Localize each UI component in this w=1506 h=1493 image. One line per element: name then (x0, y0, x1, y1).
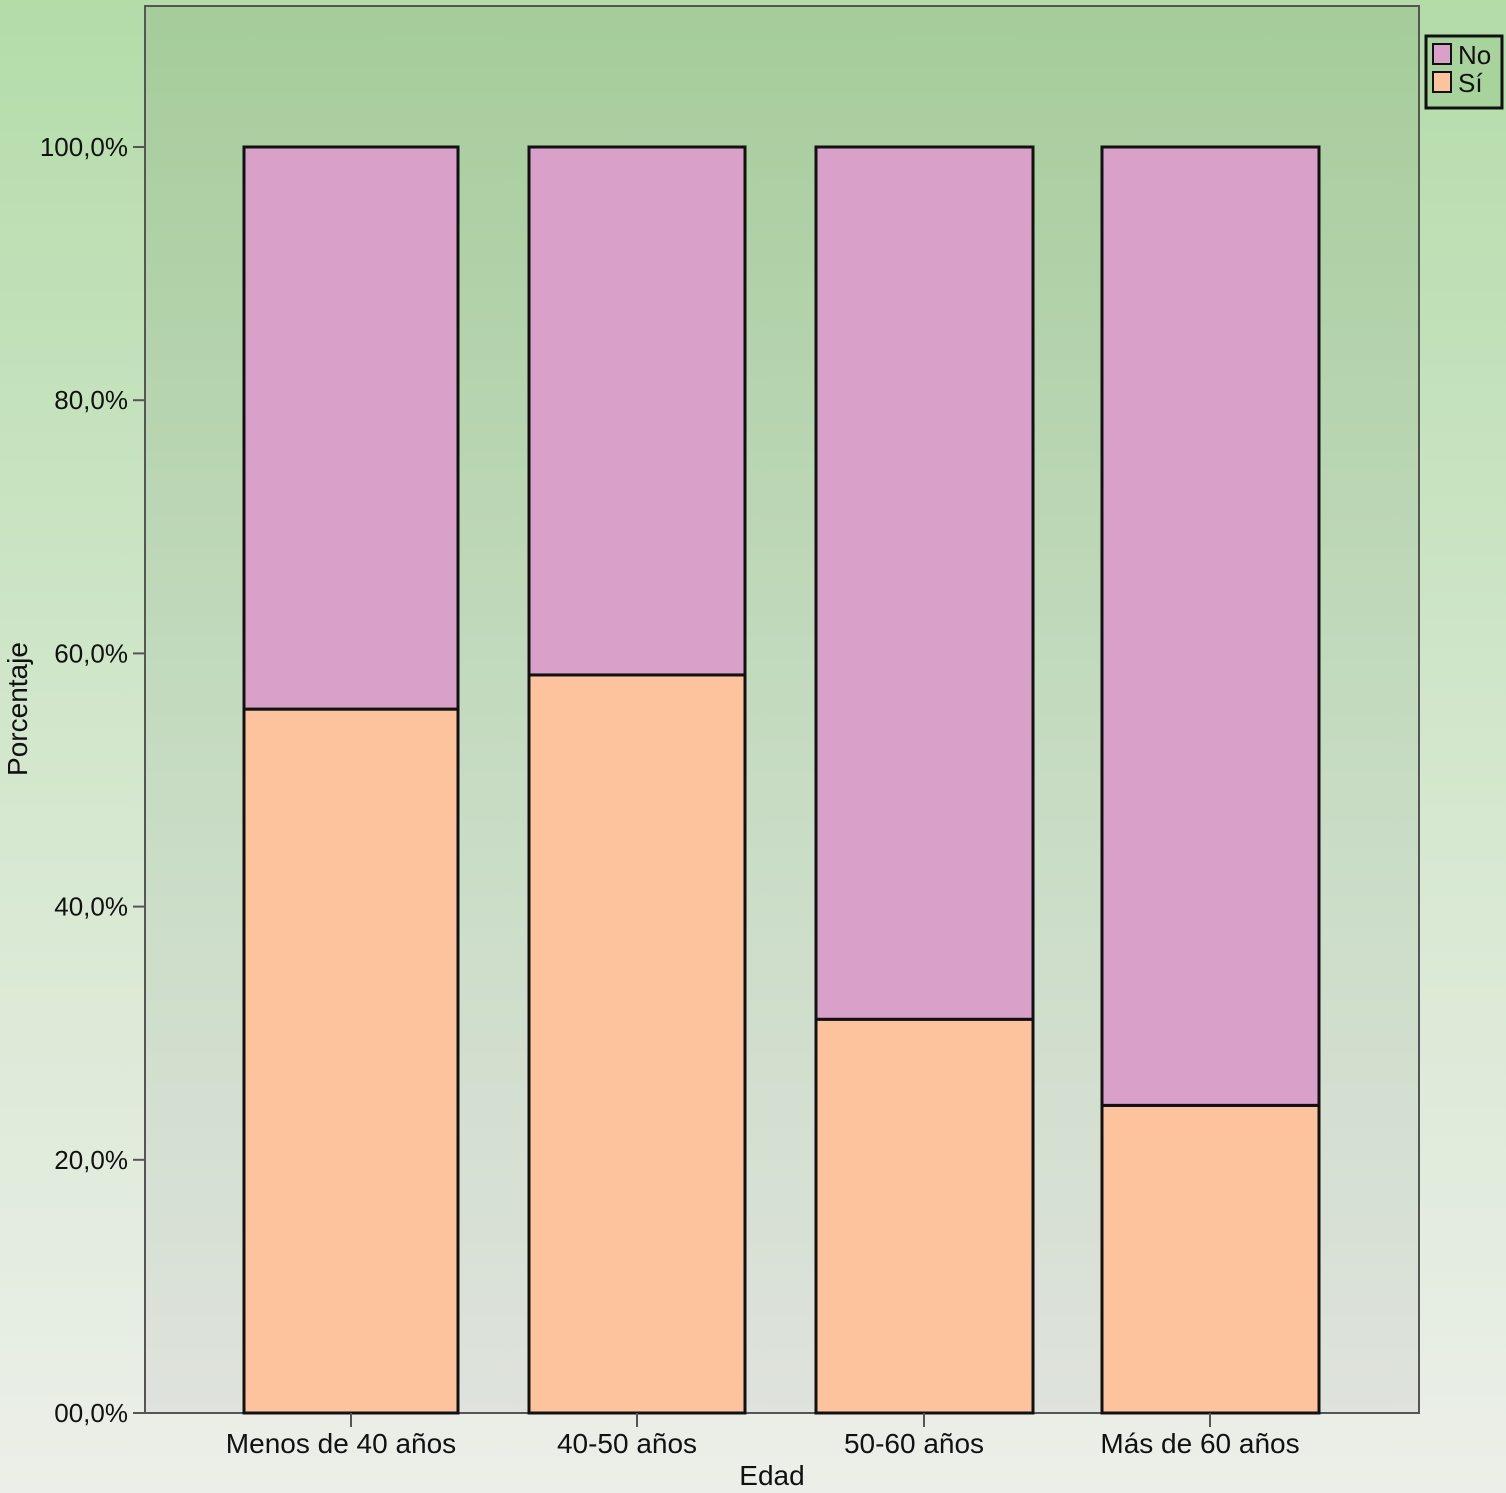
y-tick-label: 80,0% (54, 385, 128, 415)
bar-no-2 (527, 145, 747, 677)
bar-si-1 (242, 707, 460, 1415)
bar-si-3 (814, 1017, 1035, 1415)
legend-swatch-si (1432, 71, 1452, 93)
bars-group (242, 145, 1321, 1415)
legend-label-no: No (1458, 40, 1491, 70)
x-category-label: Más de 60 años (1100, 1428, 1299, 1459)
x-category-label: 50-60 años (844, 1428, 984, 1459)
x-category-label: 40-50 años (557, 1428, 697, 1459)
bar-no-3 (814, 145, 1035, 1021)
y-tick-label: 40,0% (54, 892, 128, 922)
y-tick-label: 100,0% (40, 132, 128, 162)
x-axis: Menos de 40 años 40-50 años 50-60 años Más … (226, 1413, 1300, 1459)
y-tick-label: 00,0% (54, 1398, 128, 1428)
legend-swatch-no (1432, 43, 1452, 65)
x-axis-title: Edad (739, 1460, 804, 1491)
y-tick-label: 60,0% (54, 638, 128, 668)
bar-si-4 (1100, 1103, 1321, 1415)
y-axis: 00,0% 20,0% 40,0% 60,0% 80,0% 100,0% (40, 132, 145, 1428)
bar-no-1 (242, 145, 460, 711)
y-axis-title: Porcentaje (2, 642, 33, 776)
bar-si-2 (527, 673, 747, 1415)
x-category-label: Menos de 40 años (226, 1428, 456, 1459)
legend-label-si: Sí (1458, 68, 1483, 98)
bar-no-4 (1100, 145, 1321, 1107)
y-tick-label: 20,0% (54, 1145, 128, 1175)
